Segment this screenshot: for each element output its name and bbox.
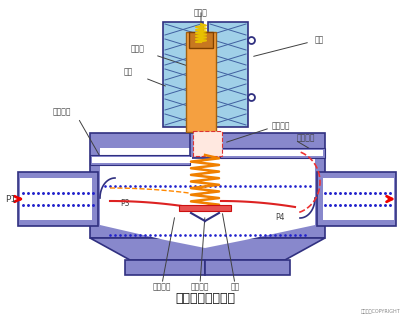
Polygon shape bbox=[205, 260, 290, 275]
Text: 泄压孔道: 泄压孔道 bbox=[297, 133, 316, 143]
Text: P2: P2 bbox=[194, 146, 203, 155]
Text: 东方仿真COPYRIGHT: 东方仿真COPYRIGHT bbox=[360, 309, 400, 315]
Polygon shape bbox=[18, 172, 98, 226]
Text: P4: P4 bbox=[275, 213, 284, 222]
Text: 动铁心: 动铁心 bbox=[131, 44, 145, 53]
Text: 线圈: 线圈 bbox=[123, 67, 133, 76]
Polygon shape bbox=[90, 133, 325, 238]
Polygon shape bbox=[195, 133, 215, 156]
Polygon shape bbox=[92, 157, 192, 163]
Polygon shape bbox=[189, 32, 213, 48]
Polygon shape bbox=[323, 178, 394, 220]
Polygon shape bbox=[220, 148, 325, 158]
Polygon shape bbox=[186, 32, 216, 132]
Text: 导阀阀座: 导阀阀座 bbox=[272, 122, 291, 130]
Polygon shape bbox=[317, 172, 396, 226]
Text: 管道联系式电磁阀: 管道联系式电磁阀 bbox=[175, 292, 235, 305]
Polygon shape bbox=[90, 155, 190, 165]
Text: 平衡孔道: 平衡孔道 bbox=[53, 107, 71, 116]
Text: P1: P1 bbox=[5, 195, 16, 204]
Polygon shape bbox=[90, 238, 325, 260]
Polygon shape bbox=[222, 150, 323, 156]
Text: 主阀阀座: 主阀阀座 bbox=[153, 282, 171, 291]
Text: 弹簧: 弹簧 bbox=[315, 35, 324, 44]
Polygon shape bbox=[190, 133, 220, 158]
Polygon shape bbox=[179, 205, 231, 211]
Text: 膜片: 膜片 bbox=[231, 282, 240, 291]
Polygon shape bbox=[125, 260, 205, 275]
Polygon shape bbox=[100, 178, 315, 248]
Polygon shape bbox=[100, 148, 315, 178]
Polygon shape bbox=[194, 132, 208, 148]
Polygon shape bbox=[20, 178, 92, 220]
Text: 主阀阀芯: 主阀阀芯 bbox=[191, 282, 209, 291]
Polygon shape bbox=[163, 22, 203, 127]
Polygon shape bbox=[208, 22, 248, 127]
Text: P3: P3 bbox=[120, 198, 129, 207]
Polygon shape bbox=[193, 131, 222, 156]
Text: 定铁心: 定铁心 bbox=[194, 8, 208, 17]
